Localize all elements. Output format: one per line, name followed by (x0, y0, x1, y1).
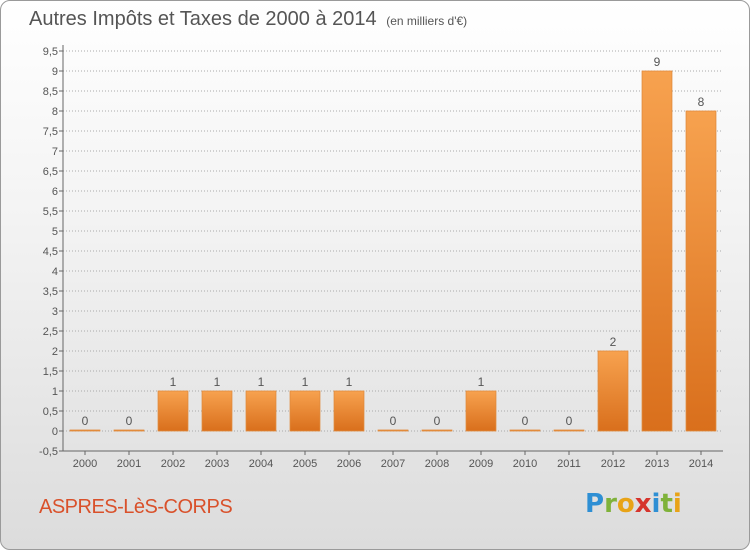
bar-2003 (201, 390, 233, 432)
y-tick-label: 8 (52, 106, 58, 118)
y-tick-label: 2 (52, 346, 58, 358)
x-tick-label-2006: 2006 (337, 458, 361, 470)
chart-title-text: Autres Impôts et Taxes de 2000 à 2014 (29, 8, 377, 30)
y-tick-label: 6,5 (43, 166, 58, 178)
x-tick-label-2011: 2011 (557, 458, 581, 470)
x-tick-label-2007: 2007 (381, 458, 405, 470)
y-tick-label: -0,5 (39, 446, 58, 458)
proxiti-logo: Proxiti (585, 489, 682, 519)
y-tick-label: 3,5 (43, 286, 58, 298)
x-tick-label-2010: 2010 (513, 458, 537, 470)
y-tick-label: 7 (52, 146, 58, 158)
data-label-2013: 9 (654, 55, 661, 69)
y-tick-label: 8,5 (43, 86, 58, 98)
y-tick-label: 5,5 (43, 206, 58, 218)
data-label-2004: 1 (258, 375, 265, 389)
x-tick-label-2014: 2014 (689, 458, 713, 470)
y-tick-label: 1 (52, 386, 58, 398)
bar-2002 (157, 390, 189, 432)
bar-2006 (333, 390, 365, 432)
x-tick-label-2012: 2012 (601, 458, 625, 470)
data-label-2003: 1 (214, 375, 221, 389)
data-label-2012: 2 (610, 335, 617, 349)
data-label-2001: 0 (126, 414, 133, 428)
logo-letter: x (634, 489, 652, 519)
y-tick-label: 0 (52, 426, 58, 438)
data-label-2006: 1 (346, 375, 353, 389)
y-tick-label: 1,5 (43, 366, 58, 378)
bar-2008 (421, 429, 453, 432)
bar-2007 (377, 429, 409, 432)
data-label-2007: 0 (390, 414, 397, 428)
bar-2010 (509, 429, 541, 432)
x-tick-label-2004: 2004 (249, 458, 273, 470)
bar-2001 (113, 429, 145, 432)
y-tick-label: 9,5 (43, 46, 58, 58)
x-tick-label-2013: 2013 (645, 458, 669, 470)
y-tick-label: 4,5 (43, 246, 58, 258)
bar-2009 (465, 390, 497, 432)
y-tick-label: 6 (52, 186, 58, 198)
bar-2014 (685, 110, 717, 432)
bar-2005 (289, 390, 321, 432)
logo-letter: i (672, 489, 682, 519)
data-label-2005: 1 (302, 375, 309, 389)
x-tick-label-2005: 2005 (293, 458, 317, 470)
chart-unit: (en milliers d'€) (386, 14, 468, 28)
data-label-2008: 0 (434, 414, 441, 428)
x-tick-label-2001: 2001 (117, 458, 141, 470)
data-label-2002: 1 (170, 375, 177, 389)
y-tick-label: 3 (52, 306, 58, 318)
x-tick-label-2002: 2002 (161, 458, 185, 470)
bar-2011 (553, 429, 585, 432)
data-label-2010: 0 (522, 414, 529, 428)
bar-2004 (245, 390, 277, 432)
x-tick-label-2000: 2000 (73, 458, 97, 470)
logo-letter: P (585, 489, 605, 519)
data-label-2009: 1 (478, 375, 485, 389)
x-tick-label-2009: 2009 (469, 458, 493, 470)
data-label-2000: 0 (82, 414, 89, 428)
y-tick-label: 7,5 (43, 126, 58, 138)
logo-letter: r (604, 489, 617, 519)
bar-2012 (597, 350, 629, 432)
logo-letter: t (660, 489, 673, 519)
chart-title: Autres Impôts et Taxes de 2000 à 2014 (e… (29, 8, 467, 31)
bar-2000 (69, 429, 101, 432)
commune-name: ASPRES-LèS-CORPS (39, 496, 233, 518)
data-label-2011: 0 (566, 414, 573, 428)
y-tick-label: 4 (52, 266, 58, 278)
y-tick-label: 9 (52, 66, 58, 78)
y-tick-label: 0,5 (43, 406, 58, 418)
y-tick-label: 5 (52, 226, 58, 238)
data-label-2014: 8 (698, 95, 705, 109)
logo-letter: i (651, 489, 661, 519)
x-tick-label-2003: 2003 (205, 458, 229, 470)
logo-letter: o (616, 489, 635, 519)
x-tick-label-2008: 2008 (425, 458, 449, 470)
y-tick-label: 2,5 (43, 326, 58, 338)
bar-2013 (641, 70, 673, 432)
